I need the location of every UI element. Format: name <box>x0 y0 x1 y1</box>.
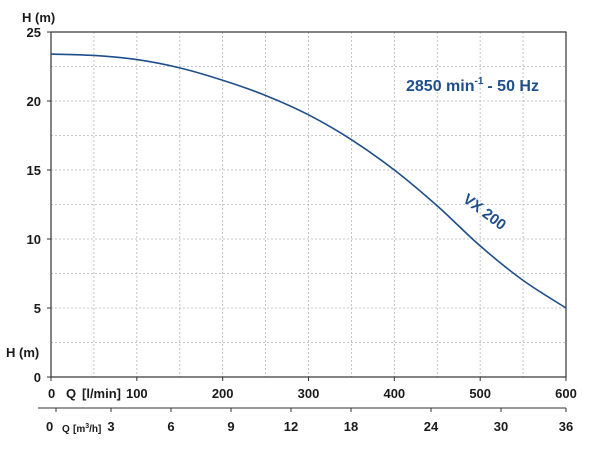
x-tick-label-lmin: 200 <box>212 386 234 401</box>
y-tick-label: 20 <box>27 94 41 109</box>
freq-text: - 50 Hz <box>487 78 539 95</box>
speed-annotation: 2850 min-1 - 50 Hz <box>406 76 539 95</box>
y-tick-label: 0 <box>34 370 41 385</box>
x-tick-label-lmin: 300 <box>298 386 320 401</box>
x-tick-label-m3h: 36 <box>559 419 573 434</box>
x-tick-label-m3h: 24 <box>424 419 439 434</box>
y-tick-labels: 0 5 10 15 20 25 <box>27 25 41 385</box>
y-tick-label: 25 <box>27 25 41 40</box>
y-axis-title: H (m) <box>22 10 55 25</box>
y-tick-label: 5 <box>34 301 41 316</box>
speed-sup: -1 <box>474 76 483 87</box>
x-tick-label-m3h: 30 <box>494 419 508 434</box>
x2-axis-q-label: Q <box>62 424 70 435</box>
x-tick-labels-m3h: 0 3 6 9 12 18 24 30 36 <box>46 419 573 434</box>
x2-axis-unit-label: [m3/h] <box>73 423 101 435</box>
y-tick-label: 10 <box>27 232 41 247</box>
x-tick-label-lmin: 0 <box>48 386 55 401</box>
x-tick-label-m3h: 12 <box>284 419 298 434</box>
x-tick-label-m3h: 6 <box>167 419 174 434</box>
x2-unit-sup: 3 <box>85 423 89 430</box>
x-tick-label-lmin: 500 <box>469 386 491 401</box>
x-tick-label-m3h: 0 <box>46 419 53 434</box>
series-layer <box>50 53 567 309</box>
series-line-vx200 <box>50 53 567 309</box>
x-tick-label-lmin: 400 <box>383 386 405 401</box>
x-tick-labels-lmin: 0 100 200 300 400 500 600 <box>48 386 577 401</box>
series-label-vx200: VX 200 <box>460 191 510 234</box>
x-tick-label-m3h: 18 <box>344 419 358 434</box>
x-axis-q-label: Q <box>66 386 76 401</box>
x-tick-label-lmin: 600 <box>555 386 577 401</box>
x-tick-label-m3h: 9 <box>227 419 234 434</box>
x-axis-m3h <box>38 407 567 412</box>
x-axis-lmin-unit: [l/min] <box>82 386 121 401</box>
grid-layer <box>50 31 567 378</box>
x2-unit-suffix: /h] <box>89 424 101 435</box>
x2-unit-prefix: [m <box>73 424 85 435</box>
x-tick-label-m3h: 3 <box>107 419 114 434</box>
y-tick-label: 15 <box>27 163 41 178</box>
axes-layer <box>47 31 567 381</box>
y-axis-bottom-title: H (m) <box>6 345 39 360</box>
x-tick-label-lmin: 100 <box>126 386 148 401</box>
speed-text: 2850 min <box>406 78 474 95</box>
